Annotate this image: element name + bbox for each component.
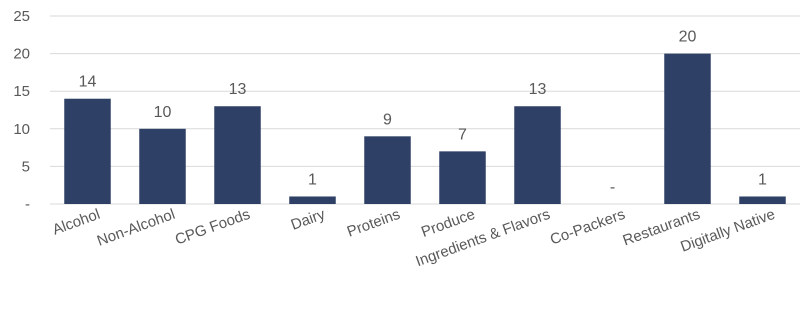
x-tick-label: Ingredients & Flavors (413, 206, 552, 270)
data-label: 1 (308, 171, 317, 188)
x-tick-label: Non-Alcohol (95, 206, 178, 250)
bar (214, 106, 261, 204)
bar (139, 128, 186, 204)
data-label: - (610, 179, 615, 196)
y-tick-label: 25 (13, 8, 30, 25)
bar (739, 196, 786, 204)
data-label: 20 (679, 29, 697, 46)
y-tick-label: 5 (22, 158, 30, 175)
bar (664, 53, 711, 204)
data-label: 1 (758, 171, 767, 188)
data-label: 14 (79, 74, 97, 91)
x-tick-label: Co-Packers (548, 206, 627, 249)
data-label: 13 (529, 81, 547, 98)
data-label: 7 (458, 126, 467, 143)
bar (439, 151, 486, 204)
bar (64, 98, 111, 204)
data-label: 13 (229, 81, 247, 98)
x-tick-label: Dairy (289, 206, 328, 234)
bar (514, 106, 561, 204)
y-tick-label: 10 (13, 121, 30, 138)
data-label: 9 (383, 111, 392, 128)
y-tick-label: 15 (13, 83, 30, 100)
data-labels: 14 10 13 1 9 7 13 - 20 1 (79, 29, 767, 196)
bar (364, 136, 411, 204)
y-tick-label: 20 (13, 46, 30, 63)
y-tick-label: - (25, 196, 30, 213)
bar (289, 196, 336, 204)
y-axis-ticks: - 5 10 15 20 25 (13, 8, 30, 213)
x-tick-label: Proteins (345, 206, 403, 241)
data-label: 10 (154, 104, 172, 121)
x-tick-label: CPG Foods (173, 206, 252, 249)
bars (64, 53, 786, 204)
